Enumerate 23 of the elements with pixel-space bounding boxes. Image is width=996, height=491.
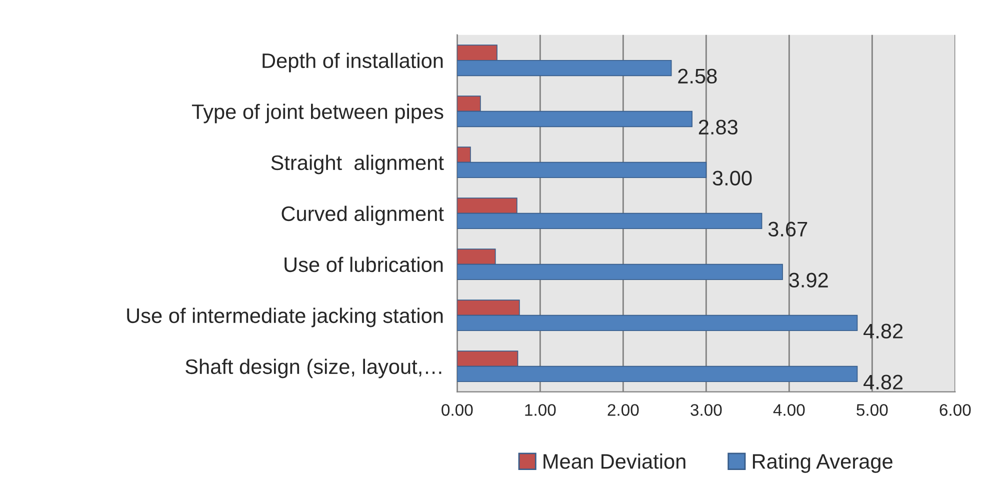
data-label: 3.00 xyxy=(712,170,752,186)
data-label: 3.67 xyxy=(768,222,808,237)
y-tick-label: Curved alignment xyxy=(282,206,444,226)
y-tick-label: Use of intermediate jacking station xyxy=(127,308,443,328)
legend-label: Rating Average xyxy=(752,454,892,473)
y-tick-label: Depth of installation xyxy=(262,52,443,72)
data-label: 4.82 xyxy=(864,324,903,339)
y-tick-label: Use of lubrication xyxy=(284,256,443,272)
x-tick-label: 4.00 xyxy=(773,404,805,416)
data-label: 2.83 xyxy=(698,120,738,135)
x-tick-label: 3.00 xyxy=(690,404,722,416)
y-tick-label: Type of joint between pipes xyxy=(192,104,444,124)
x-tick-label: 2.00 xyxy=(608,404,639,416)
y-tick-label: Shaft design (size, layout,… xyxy=(186,358,442,378)
x-tick-label: 0.00 xyxy=(442,404,473,416)
y-tick-label: Straight alignment xyxy=(271,154,444,174)
data-label: 4.82 xyxy=(864,374,903,390)
data-label: 2.58 xyxy=(678,68,717,84)
x-tick-label: 1.00 xyxy=(525,404,556,416)
legend-label: Mean Deviation xyxy=(544,454,686,469)
data-label: 3.92 xyxy=(789,272,828,288)
x-tick-label: 5.00 xyxy=(856,404,888,416)
x-tick-label: 6.00 xyxy=(940,404,971,416)
